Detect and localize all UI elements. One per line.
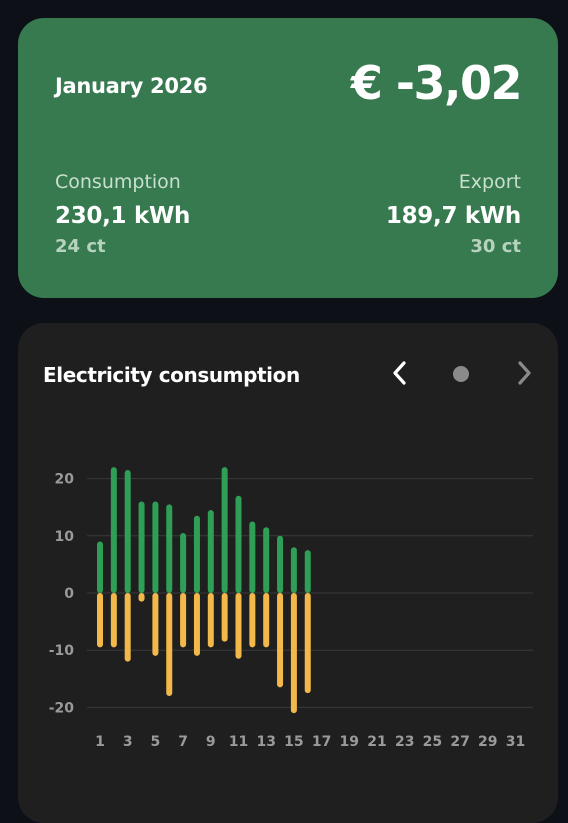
consumption-bar <box>152 501 158 593</box>
export-bar <box>166 593 172 696</box>
x-tick-label: 3 <box>123 734 133 750</box>
consumption-bar <box>125 470 131 593</box>
x-tick-label: 29 <box>478 734 497 750</box>
export-bar <box>152 593 158 656</box>
month-label: January 2026 <box>55 74 207 98</box>
consumption-bar <box>111 467 117 593</box>
x-tick-label: 23 <box>395 734 414 750</box>
consumption-bar <box>263 527 269 593</box>
consumption-bar <box>194 516 200 593</box>
consumption-bar <box>277 536 283 593</box>
export-bar <box>194 593 200 656</box>
y-tick-label: 20 <box>55 472 75 488</box>
export-bar <box>208 593 214 647</box>
consumption-bar <box>222 467 228 593</box>
x-tick-label: 1 <box>95 734 105 750</box>
export-bar <box>125 593 131 662</box>
x-tick-label: 7 <box>178 734 188 750</box>
export-bar <box>236 593 242 659</box>
y-tick-label: 10 <box>55 529 75 545</box>
summary-card: January 2026 € -3,02 Consumption 230,1 k… <box>18 18 558 298</box>
y-tick-label: -20 <box>49 700 75 716</box>
y-tick-label: -10 <box>49 643 75 659</box>
x-tick-label: 9 <box>206 734 216 750</box>
export-price: 30 ct <box>470 236 521 257</box>
export-bar <box>291 593 297 713</box>
consumption-bar <box>208 510 214 593</box>
consumption-bar <box>97 542 103 593</box>
consumption-bar <box>180 533 186 593</box>
x-tick-label: 15 <box>284 734 303 750</box>
x-tick-label: 11 <box>229 734 248 750</box>
y-tick-label: 0 <box>64 586 74 602</box>
export-value: 189,7 kWh <box>386 203 521 229</box>
x-tick-label: 21 <box>367 734 386 750</box>
electricity-chart-card: Electricity consumption 20 10 0 -10 -20 1 3 5 7 9… <box>18 323 558 823</box>
export-bar <box>111 593 117 647</box>
consumption-label: Consumption <box>55 171 181 193</box>
consumption-value: 230,1 kWh <box>55 203 190 229</box>
consumption-bar <box>236 496 242 593</box>
export-bar <box>139 593 145 602</box>
export-bar <box>249 593 255 647</box>
export-bar <box>305 593 311 693</box>
x-tick-label: 31 <box>506 734 525 750</box>
x-tick-label: 5 <box>151 734 161 750</box>
consumption-price: 24 ct <box>55 236 106 257</box>
consumption-bar <box>291 547 297 593</box>
x-tick-label: 13 <box>256 734 275 750</box>
consumption-bar <box>249 522 255 594</box>
x-tick-label: 25 <box>423 734 442 750</box>
consumption-bar <box>305 550 311 593</box>
export-label: Export <box>459 171 521 193</box>
export-bar <box>222 593 228 642</box>
total-amount: € -3,02 <box>351 56 521 110</box>
export-bar <box>277 593 283 687</box>
consumption-bar <box>166 504 172 593</box>
consumption-bar <box>139 501 145 593</box>
export-bar <box>180 593 186 647</box>
x-tick-label: 27 <box>450 734 469 750</box>
export-bar <box>97 593 103 647</box>
export-bar <box>263 593 269 647</box>
x-tick-label: 17 <box>312 734 331 750</box>
x-tick-label: 19 <box>340 734 359 750</box>
